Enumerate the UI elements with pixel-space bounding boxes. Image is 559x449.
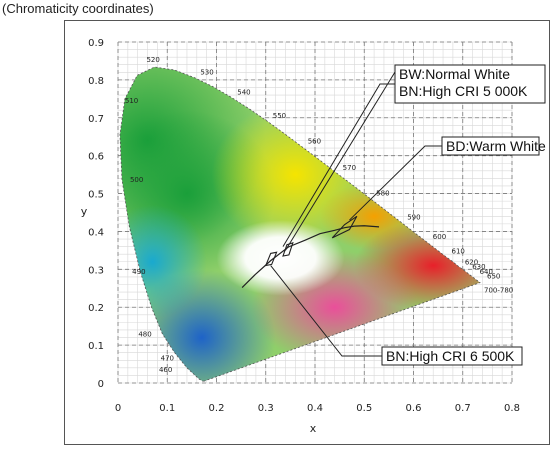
y-tick-label: 0.2 [88,303,104,314]
x-tick-label: 0.4 [307,403,323,414]
annotation-text: BN:High CRI 5 000K [399,83,528,99]
y-tick-label: 0.1 [88,341,104,352]
wavelength-label: 530 [200,69,213,77]
chart-caption: (Chromaticity coordinates) [2,1,154,16]
y-tick-label: 0.5 [88,190,104,201]
wavelength-label: 540 [237,88,250,96]
wavelength-label: 700-780 [484,287,513,295]
wavelength-label: 490 [132,268,145,276]
gamut-blob [119,204,207,319]
x-axis-label: x [310,422,317,435]
wavelength-label: 460 [159,366,172,374]
wavelength-label: 610 [452,247,465,255]
y-tick-label: 0.8 [88,76,104,87]
x-tick-label: 0.8 [504,403,520,414]
wavelength-label: 580 [376,189,389,197]
wavelength-label: 570 [343,164,356,172]
y-tick-label: 0.3 [88,265,104,276]
wavelength-label: 550 [273,112,286,120]
annotation-text: BW:Normal White [399,66,510,82]
y-tick-label: 0.6 [88,152,104,163]
tick-labels: 0 0.1 0.2 0.3 0.4 0.5 0.6 0.7 0.8 0 0.1 0.2 0.3 0.4 0.… [88,38,520,414]
bin-box [331,215,358,239]
wavelength-label: 480 [138,331,151,339]
annotation-box [394,64,546,104]
wavelength-label: 560 [308,138,321,146]
wavelength-label: 510 [125,97,138,105]
annotation-bn6500: BN:High CRI 6 500K [270,265,523,366]
x-tick-label: 0.3 [258,403,274,414]
wavelength-label: 600 [433,233,446,241]
wavelength-label: 620 [465,258,478,266]
spectral-locus [119,66,481,382]
wavelength-label: 470 [161,355,174,363]
wavelength-labels: 520 530 540 550 560 570 580 590 600 6106206306406… [125,56,513,374]
y-tick-label: 0.4 [88,227,104,238]
wavelength-label: 500 [130,176,143,184]
y-axis-label: y [81,205,88,218]
y-tick-label: 0 [98,379,104,390]
x-tick-label: 0 [115,403,121,414]
x-tick-label: 0.6 [406,403,422,414]
bin-box [264,251,278,267]
annotation-box [381,346,523,366]
annotation-leader [270,265,382,357]
x-tick-label: 0.2 [209,403,225,414]
wavelength-label: 630 [472,263,485,271]
gamut-blob [216,220,345,296]
annotation-leader [349,145,442,221]
y-tick-label: 0.9 [88,38,104,49]
annotation-text: BD:Warm White [446,138,546,154]
spectral-locus-outline [119,66,481,382]
annotation-text: BN:High CRI 6 500K [386,348,515,364]
x-tick-label: 0.7 [455,403,471,414]
bin-box [282,241,294,257]
wavelength-label: 590 [407,213,420,221]
x-tick-label: 0.1 [159,403,175,414]
annotation-bd: BD:Warm White [349,136,546,221]
wavelength-label: 640 [480,268,493,276]
annotation-box [441,136,540,156]
wavelength-label: 650 [487,273,500,281]
wavelength-label: 520 [146,56,159,64]
bin-boxes [264,215,358,267]
annotation-leader [282,83,395,247]
x-tick-label: 0.5 [356,403,372,414]
y-tick-label: 0.7 [88,114,104,125]
